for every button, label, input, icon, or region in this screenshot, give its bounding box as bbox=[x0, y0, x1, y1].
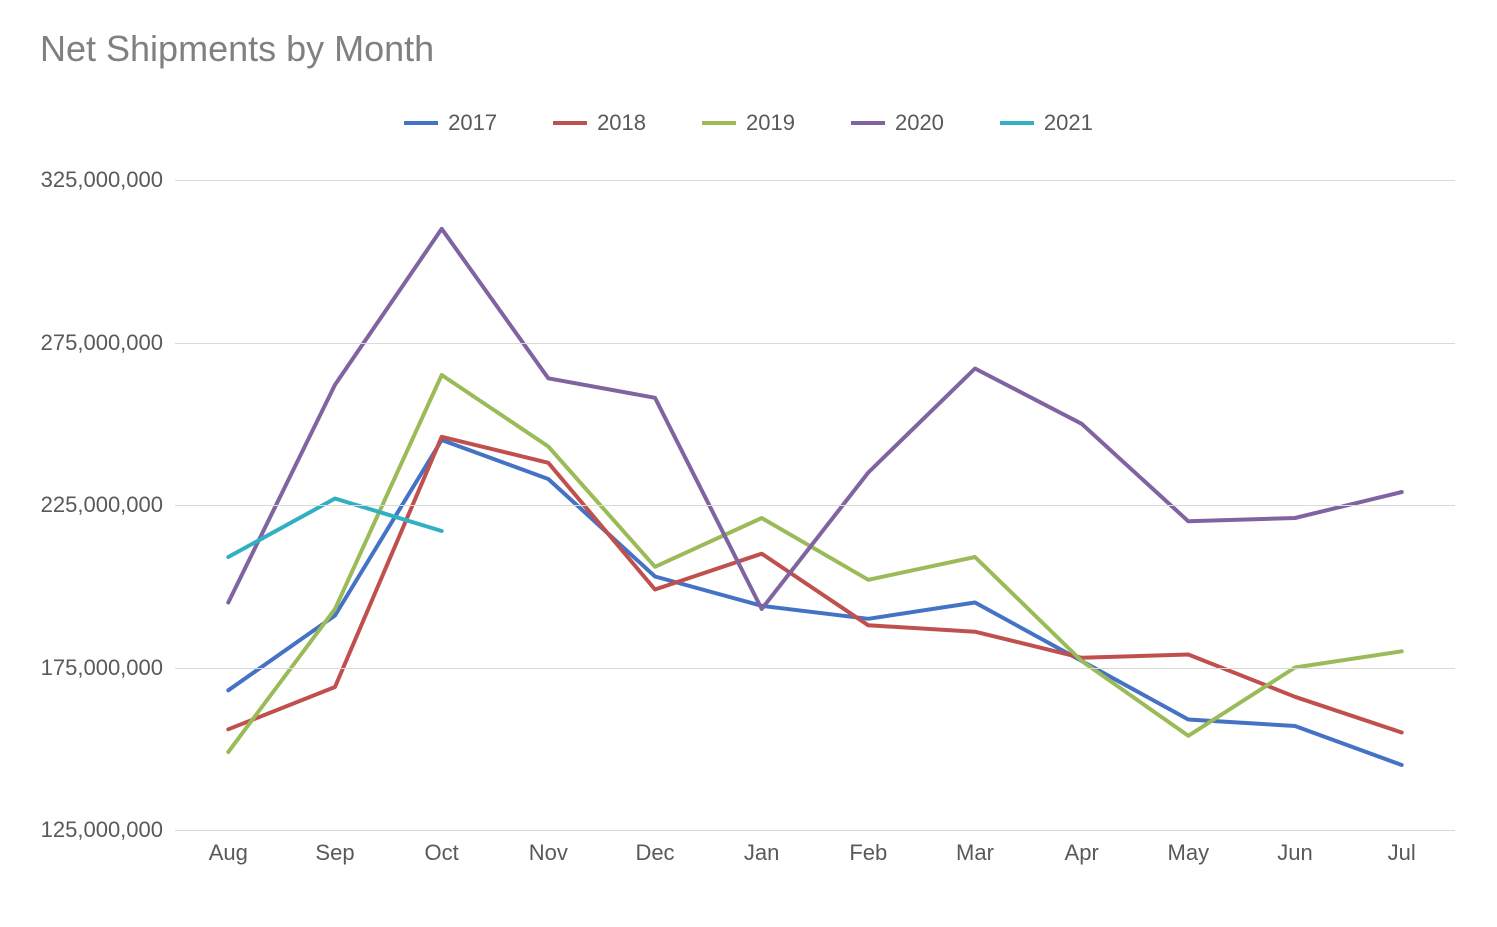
y-tick-label: 325,000,000 bbox=[13, 167, 163, 193]
x-tick-label: Jan bbox=[744, 840, 779, 866]
x-tick-label: Jul bbox=[1388, 840, 1416, 866]
legend-item-2018: 2018 bbox=[553, 110, 646, 136]
legend-item-2020: 2020 bbox=[851, 110, 944, 136]
legend-swatch bbox=[851, 121, 885, 125]
x-tick-label: Oct bbox=[425, 840, 459, 866]
series-line-2020 bbox=[228, 229, 1401, 609]
x-tick-label: Apr bbox=[1065, 840, 1099, 866]
legend-item-2021: 2021 bbox=[1000, 110, 1093, 136]
x-tick-label: May bbox=[1168, 840, 1210, 866]
x-tick-label: Feb bbox=[849, 840, 887, 866]
gridline bbox=[175, 343, 1455, 344]
x-tick-label: Nov bbox=[529, 840, 568, 866]
chart-title: Net Shipments by Month bbox=[40, 28, 434, 70]
y-tick-label: 275,000,000 bbox=[13, 330, 163, 356]
x-tick-label: Mar bbox=[956, 840, 994, 866]
series-line-2019 bbox=[228, 375, 1401, 752]
x-tick-label: Sep bbox=[315, 840, 354, 866]
legend-label: 2018 bbox=[597, 110, 646, 136]
legend-label: 2021 bbox=[1044, 110, 1093, 136]
gridline bbox=[175, 505, 1455, 506]
legend-item-2017: 2017 bbox=[404, 110, 497, 136]
legend-item-2019: 2019 bbox=[702, 110, 795, 136]
legend-label: 2017 bbox=[448, 110, 497, 136]
x-tick-label: Dec bbox=[635, 840, 674, 866]
legend-label: 2020 bbox=[895, 110, 944, 136]
legend-swatch bbox=[1000, 121, 1034, 125]
legend-swatch bbox=[404, 121, 438, 125]
chart-legend: 2017 2018 2019 2020 2021 bbox=[0, 105, 1497, 136]
series-line-2018 bbox=[228, 437, 1401, 733]
x-tick-label: Jun bbox=[1277, 840, 1312, 866]
gridline bbox=[175, 830, 1455, 831]
y-tick-label: 125,000,000 bbox=[13, 817, 163, 843]
x-tick-label: Aug bbox=[209, 840, 248, 866]
y-tick-label: 225,000,000 bbox=[13, 492, 163, 518]
legend-swatch bbox=[702, 121, 736, 125]
legend-swatch bbox=[553, 121, 587, 125]
shipments-chart: Net Shipments by Month 20172018201920202… bbox=[0, 0, 1497, 927]
gridline bbox=[175, 180, 1455, 181]
series-line-2017 bbox=[228, 440, 1401, 765]
gridline bbox=[175, 668, 1455, 669]
y-tick-label: 175,000,000 bbox=[13, 655, 163, 681]
legend-label: 2019 bbox=[746, 110, 795, 136]
plot-area bbox=[175, 180, 1455, 830]
